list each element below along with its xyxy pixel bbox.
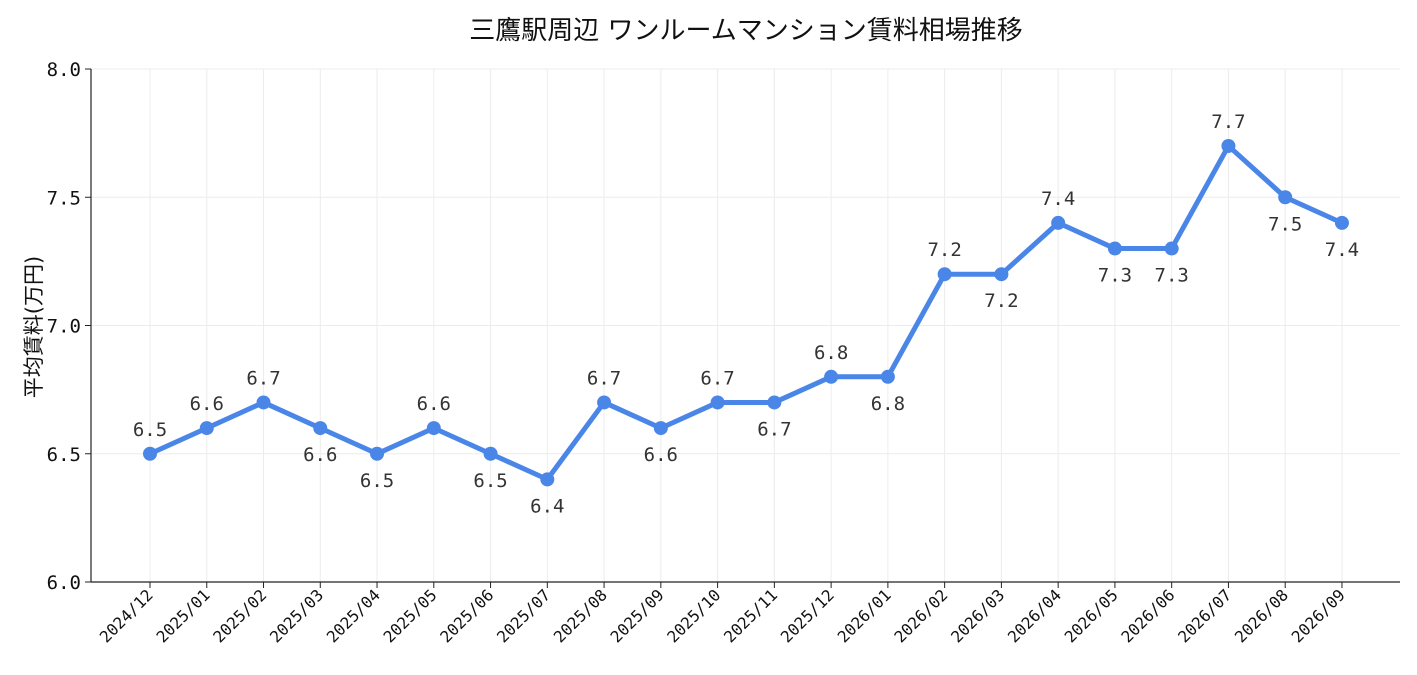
x-tick-label: 2025/09	[607, 585, 668, 646]
data-point	[1051, 215, 1066, 230]
data-point	[199, 421, 214, 436]
data-label: 6.8	[871, 393, 905, 415]
x-tick-label: 2026/01	[834, 585, 895, 646]
data-label: 6.7	[587, 367, 621, 389]
data-label: 6.7	[246, 367, 280, 389]
data-label: 6.4	[530, 495, 564, 517]
x-tick-label: 2025/11	[720, 585, 781, 646]
data-label: 6.6	[417, 393, 451, 415]
data-label: 7.7	[1211, 111, 1245, 133]
data-label: 7.5	[1268, 213, 1302, 235]
chart-title: 三鷹駅周辺 ワンルームマンション賃料相場推移	[469, 16, 1023, 46]
data-points	[143, 138, 1349, 487]
y-tick-label: 8.0	[47, 59, 81, 81]
data-labels: 6.5 6.6 6.7 6.6 6.5 6.6 6.5 6.4 6.7 6.6 6.7 6.7 6.8 6…	[133, 111, 1359, 517]
data-label: 6.7	[757, 418, 791, 440]
data-point	[483, 446, 498, 461]
x-tick-label: 2026/02	[890, 585, 951, 646]
data-point	[1278, 190, 1293, 205]
data-point	[710, 395, 725, 410]
data-label: 6.6	[190, 393, 224, 415]
x-ticks: 2024/122025/012025/022025/032025/042025/…	[96, 582, 1349, 647]
x-tick-label: 2025/06	[436, 585, 497, 646]
data-point	[937, 267, 952, 282]
data-label: 6.6	[644, 444, 678, 466]
x-tick-label: 2025/01	[152, 585, 213, 646]
data-point	[994, 267, 1009, 282]
data-point	[370, 446, 385, 461]
x-tick-label: 2026/04	[1004, 585, 1065, 646]
data-point	[1221, 138, 1236, 153]
x-tick-label: 2025/05	[380, 585, 441, 646]
x-tick-label: 2025/02	[209, 585, 270, 646]
x-tick-label: 2025/03	[266, 585, 327, 646]
x-tick-label: 2026/08	[1231, 585, 1292, 646]
x-tick-label: 2026/03	[947, 585, 1008, 646]
data-point	[880, 369, 895, 384]
data-label: 6.5	[133, 419, 167, 441]
data-point	[1164, 241, 1179, 256]
data-label: 7.4	[1041, 188, 1075, 210]
x-tick-label: 2026/06	[1117, 585, 1178, 646]
series	[147, 143, 1345, 482]
data-point	[653, 421, 668, 436]
data-label: 6.8	[814, 342, 848, 364]
x-tick-label: 2024/12	[96, 585, 157, 646]
x-tick-label: 2025/12	[777, 585, 838, 646]
y-ticks: 6.0 6.5 7.0 7.5 8.0	[47, 59, 91, 594]
data-label: 6.5	[473, 470, 507, 492]
data-point	[1107, 241, 1122, 256]
grid	[91, 68, 1400, 583]
data-point	[256, 395, 271, 410]
data-label: 7.3	[1155, 265, 1189, 287]
data-label: 7.3	[1098, 265, 1132, 287]
y-tick-label: 7.5	[47, 187, 81, 209]
data-point	[1334, 215, 1349, 230]
data-point	[313, 421, 328, 436]
data-point	[426, 421, 441, 436]
data-label: 6.7	[700, 367, 734, 389]
x-tick-label: 2025/08	[550, 585, 611, 646]
data-point	[824, 369, 839, 384]
data-label: 7.2	[984, 290, 1018, 312]
y-axis-label: 平均賃料(万円)	[22, 256, 46, 398]
series-line	[147, 143, 1345, 482]
x-tick-label: 2026/05	[1061, 585, 1122, 646]
data-point	[143, 446, 157, 461]
x-tick-label: 2025/07	[493, 585, 554, 646]
x-tick-label: 2025/04	[323, 585, 384, 646]
data-point	[597, 395, 612, 410]
x-tick-label: 2025/10	[663, 585, 724, 646]
data-label: 6.6	[303, 444, 337, 466]
x-tick-label: 2026/09	[1288, 585, 1349, 646]
y-tick-label: 6.0	[47, 572, 81, 594]
data-label: 7.2	[927, 239, 961, 261]
x-tick-label: 2026/07	[1174, 585, 1235, 646]
data-point	[767, 395, 782, 410]
y-tick-label: 7.0	[47, 316, 81, 338]
data-label: 7.4	[1325, 239, 1359, 261]
y-tick-label: 6.5	[47, 444, 81, 466]
data-label: 6.5	[360, 470, 394, 492]
data-point	[540, 472, 555, 487]
